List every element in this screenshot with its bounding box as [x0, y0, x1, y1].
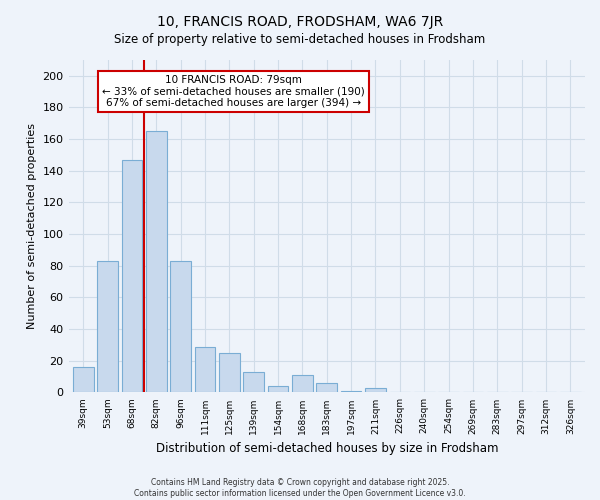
Bar: [341, 391, 361, 392]
Bar: [268, 386, 289, 392]
Text: 10 FRANCIS ROAD: 79sqm
← 33% of semi-detached houses are smaller (190)
67% of se: 10 FRANCIS ROAD: 79sqm ← 33% of semi-det…: [103, 75, 365, 108]
Bar: [146, 131, 167, 392]
Text: Size of property relative to semi-detached houses in Frodsham: Size of property relative to semi-detach…: [115, 32, 485, 46]
Text: 10, FRANCIS ROAD, FRODSHAM, WA6 7JR: 10, FRANCIS ROAD, FRODSHAM, WA6 7JR: [157, 15, 443, 29]
Bar: [365, 388, 386, 392]
Bar: [316, 383, 337, 392]
Bar: [73, 367, 94, 392]
Bar: [170, 261, 191, 392]
X-axis label: Distribution of semi-detached houses by size in Frodsham: Distribution of semi-detached houses by …: [155, 442, 498, 455]
Text: Contains HM Land Registry data © Crown copyright and database right 2025.
Contai: Contains HM Land Registry data © Crown c…: [134, 478, 466, 498]
Bar: [97, 261, 118, 392]
Bar: [219, 353, 239, 393]
Bar: [122, 160, 142, 392]
Y-axis label: Number of semi-detached properties: Number of semi-detached properties: [27, 123, 37, 329]
Bar: [244, 372, 264, 392]
Bar: [194, 346, 215, 393]
Bar: [292, 375, 313, 392]
